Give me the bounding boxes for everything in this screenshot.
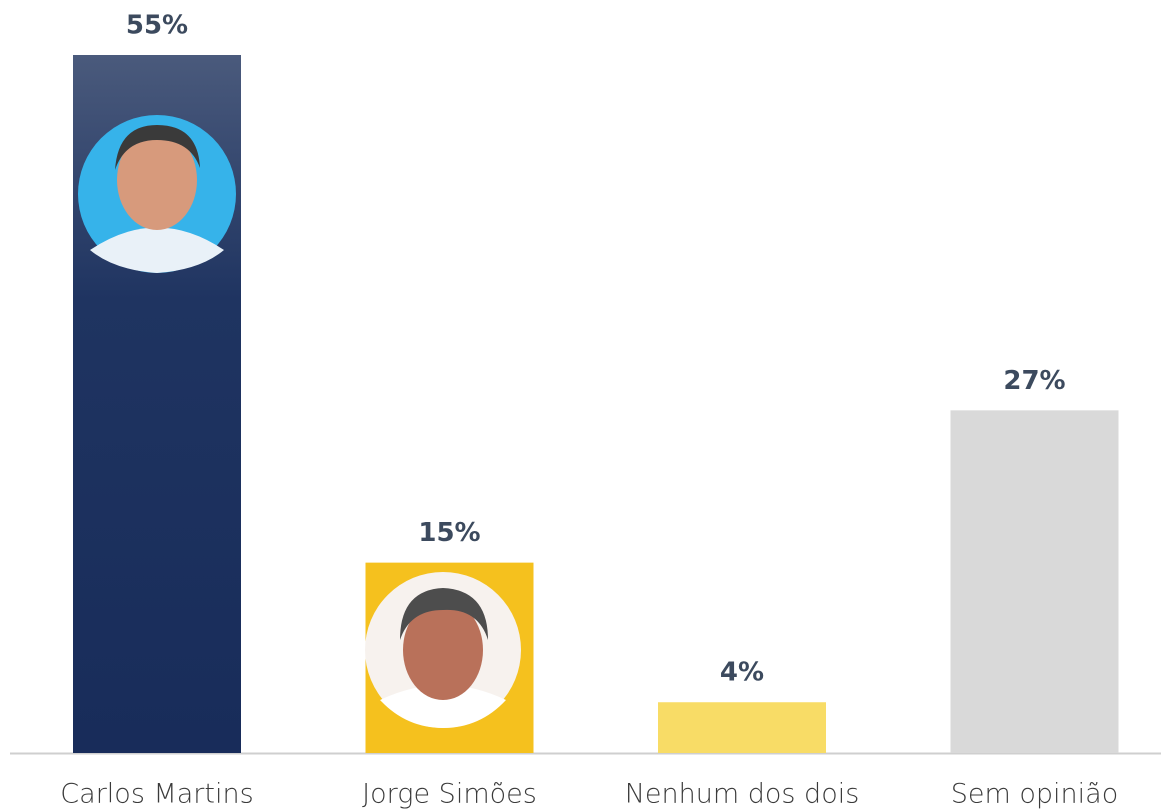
bars [73, 55, 1119, 753]
value-label: 27% [1003, 366, 1065, 396]
x-tick-label: Nenhum dos dois [625, 779, 860, 810]
value-label: 15% [418, 518, 480, 548]
x-tick-label: Sem opinião [951, 779, 1118, 810]
photo-jorge [365, 572, 521, 728]
value-label: 55% [126, 11, 188, 41]
bar [658, 702, 826, 753]
x-tick-label: Jorge Simões [362, 779, 537, 810]
bar [951, 410, 1119, 753]
photo-carlos [78, 115, 236, 273]
chart: 55% Carlos Martins 15% Jorge Simões 4% Nenhum… [0, 0, 1161, 812]
x-tick-label: Carlos Martins [60, 779, 253, 810]
value-label: 4% [720, 658, 764, 688]
